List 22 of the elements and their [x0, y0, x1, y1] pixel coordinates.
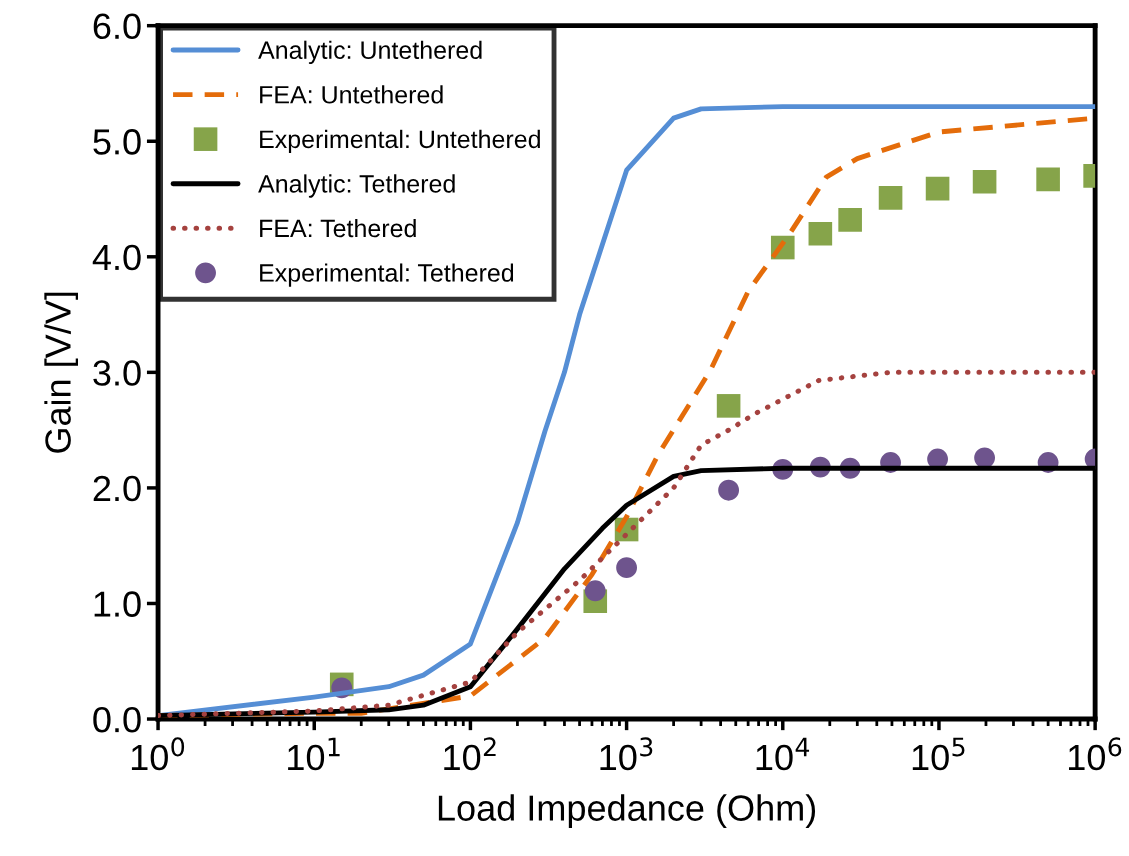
y-tick-label: 1.0 [94, 591, 141, 617]
y-tick-label: 0.0 [93, 706, 141, 733]
x-tick-label: 10$^{1}$ [288, 737, 340, 771]
x-axis-title: Load Impedance (Ohm) [438, 794, 816, 829]
legend-label: FEA: Tethered [260, 218, 416, 238]
y-tick-label: 6.0 [93, 13, 141, 40]
legend-label: FEA: Untethered [260, 85, 443, 104]
x-tick-label: 10$^{3}$ [600, 737, 653, 771]
y-tick-label: 2.0 [93, 475, 141, 502]
legend-label: Analytic: Tethered [258, 174, 455, 198]
legend-label: Analytic: Untethered [258, 40, 482, 64]
y-tick-label: 5.0 [93, 129, 141, 155]
x-tick-label: 10$^{2}$ [444, 737, 496, 771]
legend-label: Experimental: Untethered [260, 129, 540, 154]
x-tick-label: 10$^{4}$ [756, 737, 810, 771]
y-tick-label: 3.0 [93, 360, 141, 386]
y-axis-title: Gain [V/V] [44, 292, 78, 453]
x-tick-label: 10$^{6}$ [1068, 737, 1122, 771]
x-tick-label: 10$^{5}$ [912, 737, 965, 771]
x-tick-label: 10$^{0}$ [131, 737, 185, 771]
y-tick-label: 4.0 [92, 244, 141, 271]
legend-label: Experimental: Tethered [260, 263, 514, 287]
